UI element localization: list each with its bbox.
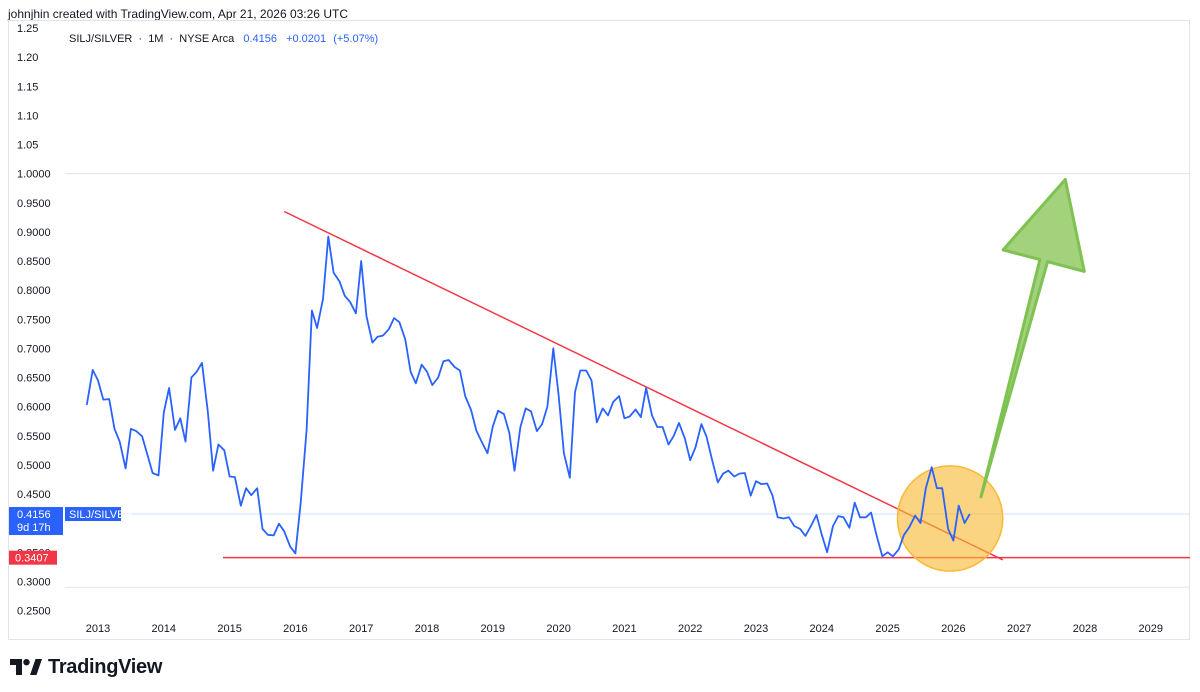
y-tick-label: 0.5500 (17, 431, 51, 443)
y-tick-label: 0.2500 (17, 606, 51, 618)
drawing-layer-front[interactable] (979, 178, 1086, 499)
chart-canvas[interactable]: 1.25 1.20 1.15 1.10 1.05 1.0000 0.9500 0.9000 0.… (9, 21, 1191, 641)
y-tick-label: 1.0000 (17, 169, 51, 181)
x-tick-label: 2028 (1073, 623, 1097, 635)
legend-change-percent: (+5.07%) (333, 33, 378, 45)
series-name-tag-label: SILJ/SILVER (69, 509, 132, 521)
legend-separator: · (170, 33, 174, 45)
y-tick-label: 0.8500 (17, 256, 51, 268)
legend-symbol[interactable]: SILJ/SILVER (69, 33, 132, 45)
resistance-trendline[interactable] (283, 210, 1004, 561)
price-axis[interactable]: 1.25 1.20 1.15 1.10 1.05 1.0000 0.9500 0.9000 0.… (17, 23, 51, 618)
y-tick-label: 1.05 (17, 140, 38, 152)
y-tick-label: 1.15 (17, 81, 38, 93)
tradingview-wordmark: TradingView (48, 655, 163, 678)
x-tick-label: 2019 (481, 623, 505, 635)
x-tick-label: 2014 (152, 623, 176, 635)
countdown-label: 9d 17h (17, 522, 51, 534)
x-tick-label: 2015 (217, 623, 241, 635)
legend-exchange: NYSE Arca (179, 33, 235, 45)
y-tick-label: 0.7000 (17, 343, 51, 355)
legend-separator: · (138, 33, 142, 45)
legend-interval[interactable]: 1M (148, 33, 163, 45)
y-tick-label: 1.25 (17, 23, 38, 35)
x-tick-label: 2026 (941, 623, 965, 635)
x-tick-label: 2018 (415, 623, 439, 635)
drawing-layer[interactable] (223, 210, 1190, 572)
x-tick-label: 2024 (810, 623, 834, 635)
y-tick-label: 0.4500 (17, 489, 51, 501)
y-tick-label: 0.3000 (17, 576, 51, 588)
x-tick-label: 2016 (283, 623, 307, 635)
x-tick-label: 2023 (744, 623, 768, 635)
x-tick-label: 2017 (349, 623, 373, 635)
y-tick-label: 0.8000 (17, 285, 51, 297)
support-price-tag (9, 550, 57, 565)
x-tick-label: 2013 (86, 623, 110, 635)
y-tick-label: 0.6500 (17, 373, 51, 385)
breakout-highlight-circle[interactable] (896, 465, 1004, 572)
x-tick-label: 2029 (1139, 623, 1163, 635)
series-layer (85, 235, 971, 558)
chart-credit: johnjhin created with TradingView.com, A… (8, 7, 348, 21)
legend-change: +0.0201 (286, 33, 326, 45)
y-tick-label: 0.9000 (17, 227, 51, 239)
x-tick-label: 2022 (678, 623, 702, 635)
y-tick-label: 0.6000 (17, 402, 51, 414)
chart-pane[interactable]: 1.25 1.20 1.15 1.10 1.05 1.0000 0.9500 0.9000 0.… (8, 20, 1190, 640)
legend[interactable]: SILJ/SILVER · 1M · NYSE Arca 0.4156 +0.0… (69, 33, 378, 45)
x-tick-label: 2027 (1007, 623, 1031, 635)
last-price-tag-value: 0.4156 (17, 509, 51, 521)
legend-last-value: 0.4156 (243, 33, 277, 45)
price-series-line[interactable] (85, 235, 971, 558)
y-tick-label: 1.20 (17, 52, 38, 64)
tradingview-logo-icon (10, 659, 42, 675)
x-tick-label: 2021 (612, 623, 636, 635)
series-name-tag (65, 507, 121, 522)
svg-text:SILJ/SILVER ·: SILJ/SILVER · 1M · NYSE Arca 0.4156 +0.0… (69, 33, 378, 45)
y-tick-label: 1.10 (17, 110, 38, 122)
support-price-tag-value: 0.3407 (15, 553, 49, 565)
y-tick-label: 0.5000 (17, 460, 51, 472)
time-axis[interactable]: 2013 2014 2015 2016 2017 2018 2019 2020 2021 2022… (86, 623, 1163, 635)
upward-arrow-drawing[interactable] (979, 178, 1086, 499)
tradingview-branding[interactable]: TradingView (10, 654, 162, 680)
last-price-tag (9, 507, 63, 536)
x-tick-label: 2020 (546, 623, 570, 635)
y-tick-label: 0.7500 (17, 314, 51, 326)
x-tick-label: 2025 (875, 623, 899, 635)
y-tick-label: 0.9500 (17, 198, 51, 210)
